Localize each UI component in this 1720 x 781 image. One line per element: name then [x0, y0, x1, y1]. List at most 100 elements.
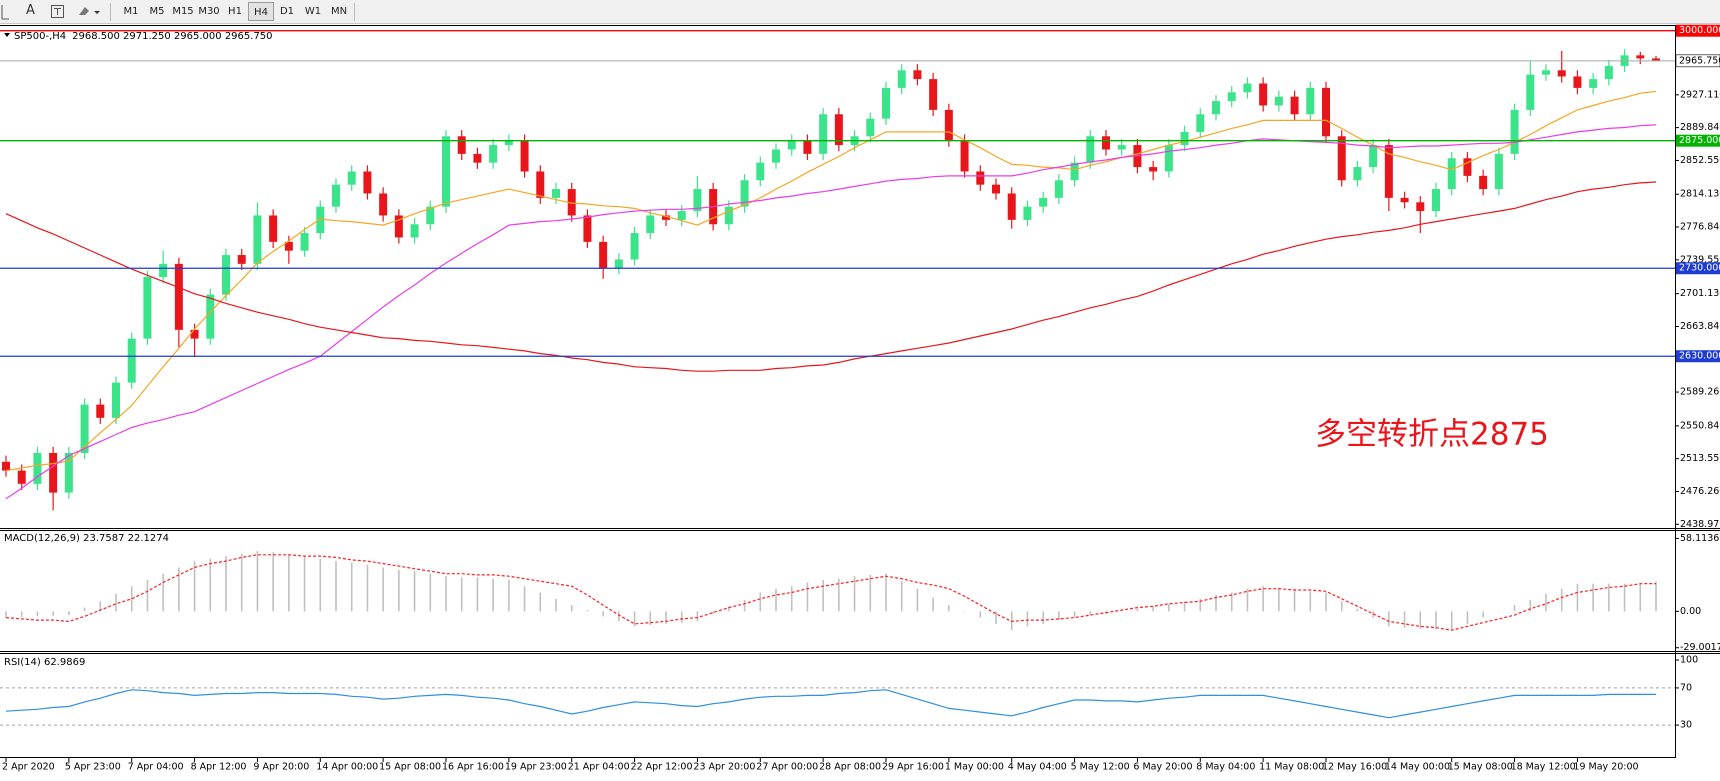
candle-body: [630, 233, 639, 260]
timeframe-button[interactable]: H1: [228, 6, 242, 17]
macd-bar: [1089, 611, 1092, 616]
candle-body: [992, 184, 1000, 194]
y-tick-label: 2739.550: [1680, 254, 1720, 265]
timeframe-button[interactable]: D1: [279, 6, 295, 17]
macd-bar: [1545, 593, 1547, 612]
level-label: 3000.000: [1679, 25, 1720, 36]
y-tick-label: -29.0017: [1680, 642, 1720, 653]
candle-body: [819, 114, 828, 154]
moving-average: [5, 181, 1657, 372]
macd-bar: [178, 567, 180, 612]
macd-bar: [1403, 611, 1406, 628]
macd-bar: [1136, 608, 1139, 612]
candle-body: [599, 241, 608, 269]
timeframe-button[interactable]: MN: [330, 6, 348, 17]
candle-body: [1164, 145, 1173, 172]
x-tick-label: 5 Apr 23:00: [65, 762, 121, 773]
cursor-icon[interactable]: [0, 0, 20, 24]
macd-bar: [1058, 611, 1060, 621]
macd-bar: [775, 588, 777, 612]
y-tick-label: 2701.130: [1680, 288, 1720, 299]
text-tool[interactable]: A: [26, 3, 35, 18]
y-tick-label: 0.00: [1680, 606, 1701, 617]
candle-body: [426, 206, 435, 225]
candle-body: [693, 189, 702, 212]
rsi-line: [5, 689, 1656, 719]
macd-bar: [1293, 588, 1296, 612]
collapse-arrow[interactable]: [4, 33, 10, 37]
x-tick-label: 12 May 16:00: [1322, 762, 1387, 773]
level-label-box: [1676, 24, 1720, 37]
candle-body: [1589, 79, 1598, 88]
timeframe-bar: M1 M5 M15 M30 H1 H4 D1 W1 MN: [118, 2, 352, 21]
macd-bar: [1608, 583, 1610, 612]
timeframe-button[interactable]: M5: [149, 6, 165, 17]
candle-body: [49, 453, 58, 493]
candle-body: [332, 184, 340, 207]
macd-bar: [1278, 587, 1280, 612]
level-label: 2730.000: [1679, 263, 1720, 274]
macd-bar: [1576, 583, 1579, 612]
y-tick-label: 2889.840: [1680, 122, 1720, 133]
candle-body: [960, 140, 969, 172]
macd-bar: [712, 611, 714, 614]
candle-body: [677, 211, 686, 220]
candle-body: [80, 404, 89, 454]
timeframe-button[interactable]: H4: [248, 2, 274, 21]
candle-body: [1400, 197, 1409, 203]
macd-bar: [1529, 600, 1532, 612]
candle-body: [614, 259, 623, 269]
y-tick-label: 2589.260: [1680, 387, 1720, 398]
timeframe-button[interactable]: W1: [304, 6, 322, 17]
macd-bar: [429, 573, 432, 612]
macd-bar: [932, 597, 934, 612]
macd-bar: [1309, 591, 1312, 612]
macd-bar: [1168, 603, 1170, 612]
last-price-label: 2965.750: [1679, 55, 1720, 66]
macd-bar: [508, 579, 510, 612]
macd-bar: [1215, 595, 1217, 612]
x-tick-label: 14 Apr 00:00: [316, 762, 378, 773]
candle-body: [1054, 180, 1063, 198]
separator: [354, 3, 355, 21]
macd-bar: [1183, 601, 1186, 612]
x-tick-label: 6 May 20:00: [1133, 762, 1192, 773]
macd-bar: [1042, 611, 1044, 624]
macd-bar: [586, 610, 589, 612]
text-label-icon[interactable]: [50, 0, 66, 24]
timeframe-button[interactable]: M1: [123, 6, 139, 17]
macd-bar: [1450, 611, 1453, 631]
objects-icon[interactable]: [76, 0, 106, 24]
candle-body: [772, 149, 780, 163]
x-tick-label: 8 Apr 12:00: [191, 762, 247, 773]
x-tick-label: 21 Apr 04:00: [568, 762, 630, 773]
candle-body: [1023, 206, 1032, 220]
last-price-box: [1675, 54, 1720, 68]
candle-body: [1447, 158, 1456, 190]
macd-bar: [162, 573, 164, 612]
candle-body: [866, 118, 875, 137]
macd-bar: [1230, 592, 1233, 612]
macd-bar: [539, 592, 542, 612]
macd-bar: [413, 571, 416, 612]
macd-bar: [1560, 588, 1563, 612]
candle-body: [64, 453, 73, 493]
toolbar: A M1 M5 M15 M30 H1 H4 D1 W1 MN: [0, 0, 1720, 24]
macd-title: MACD(12,26,9) 23.7587 22.1274: [4, 533, 169, 544]
level-label: 2875.000: [1679, 135, 1720, 146]
candle-body: [190, 329, 199, 339]
macd-bar: [1592, 583, 1594, 612]
macd-bar: [130, 586, 133, 612]
x-tick-label: 15 Apr 08:00: [379, 762, 441, 773]
macd-bar: [759, 592, 762, 612]
macd-bar: [570, 605, 573, 612]
candle-body: [1322, 87, 1330, 137]
timeframe-button[interactable]: M30: [198, 6, 220, 17]
macd-bar: [350, 562, 353, 612]
timeframe-button[interactable]: M15: [172, 6, 194, 17]
candle-body: [316, 206, 325, 234]
macd-bar: [1388, 611, 1390, 627]
candle-body: [897, 70, 906, 88]
x-tick-label: 18 May 12:00: [1511, 762, 1576, 773]
level-label-box: [1676, 350, 1720, 363]
